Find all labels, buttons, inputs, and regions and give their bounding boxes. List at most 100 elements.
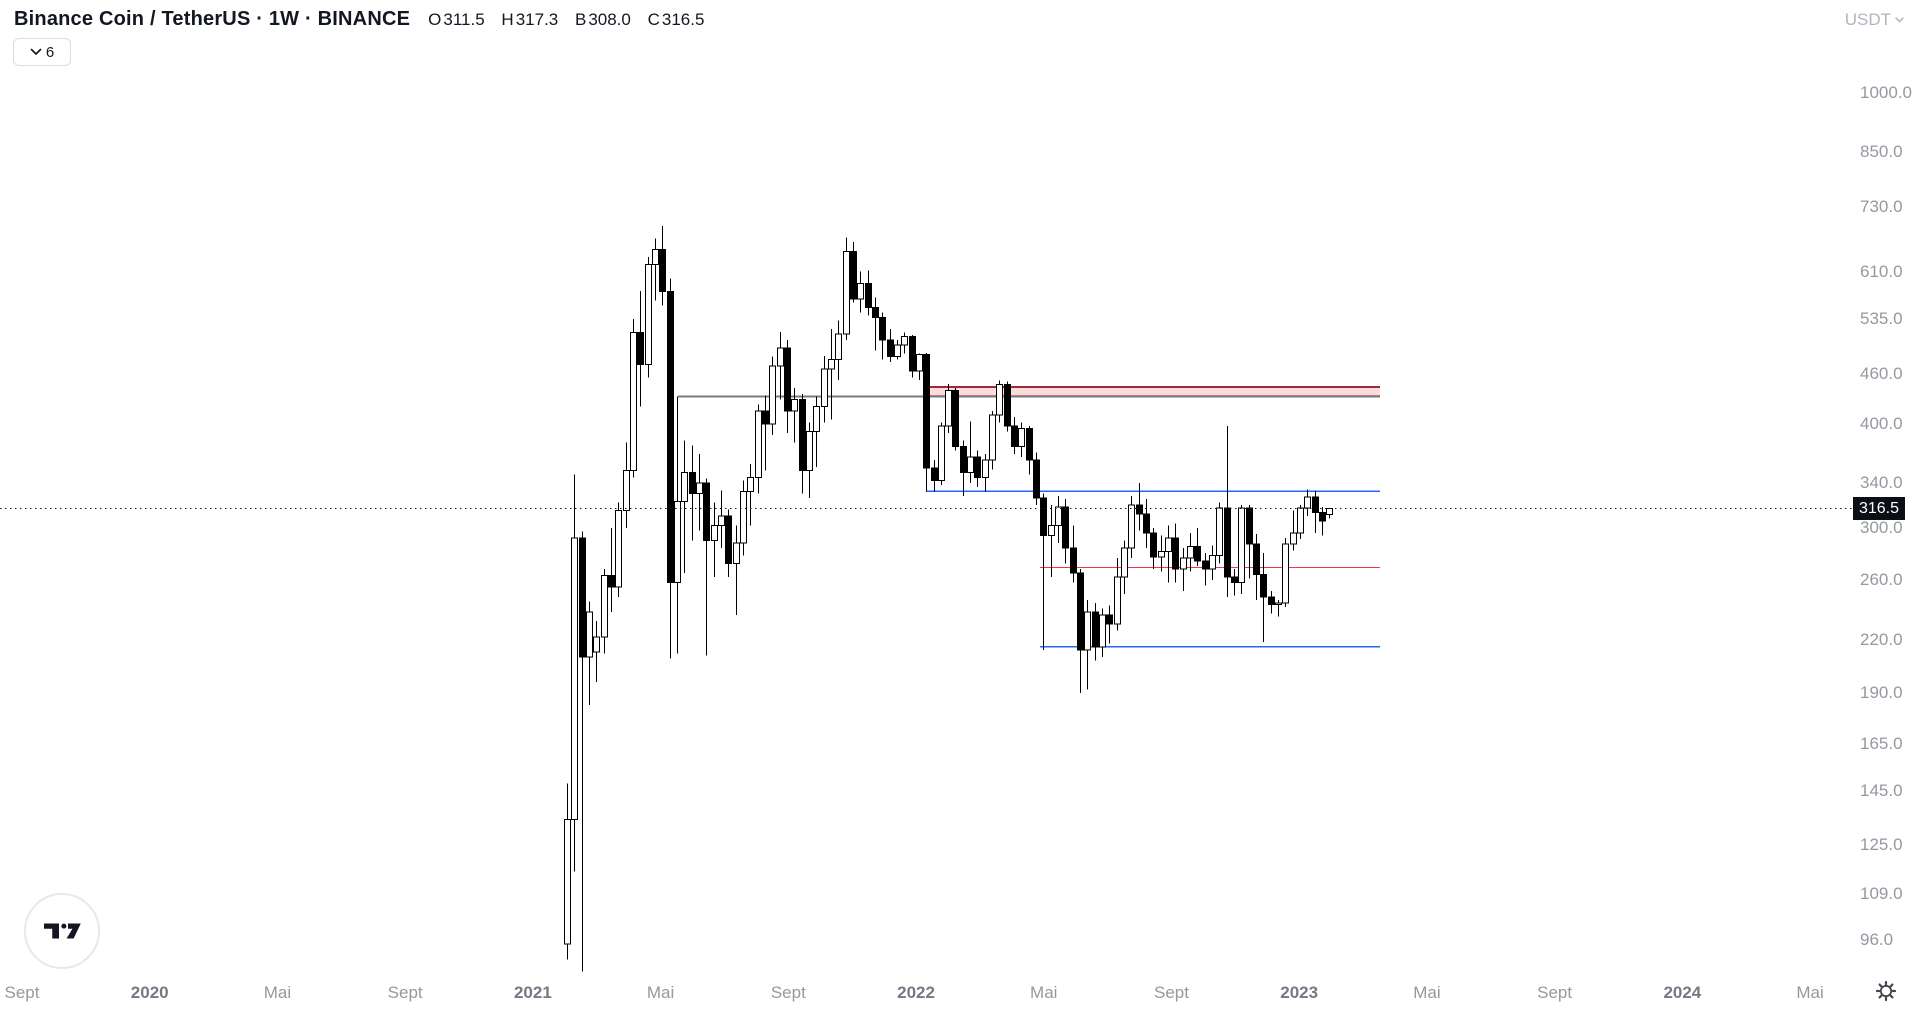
candle-body bbox=[1194, 546, 1201, 562]
price-tick-label: 260.0 bbox=[1860, 569, 1903, 589]
drawings-collapse-button[interactable]: 6 bbox=[13, 38, 71, 66]
tradingview-logo[interactable] bbox=[24, 893, 100, 969]
candle-body bbox=[608, 575, 615, 588]
candle-body bbox=[1180, 557, 1187, 570]
candle-body bbox=[659, 249, 666, 293]
candle-body bbox=[1150, 532, 1157, 558]
candle-body bbox=[1158, 551, 1165, 558]
price-tick-label: 220.0 bbox=[1860, 630, 1903, 650]
price-tick-label: 535.0 bbox=[1860, 308, 1903, 328]
ohlc-open: O 311.5 bbox=[428, 10, 485, 29]
candle-body bbox=[1033, 459, 1040, 499]
candle-body bbox=[696, 482, 703, 495]
candle-body bbox=[1290, 532, 1297, 545]
candle-body bbox=[901, 335, 908, 346]
candle-body bbox=[1172, 537, 1179, 570]
gear-icon[interactable] bbox=[1874, 979, 1898, 1003]
candle-body bbox=[1084, 611, 1091, 651]
supply-zone[interactable] bbox=[923, 387, 1380, 397]
candle-body bbox=[791, 399, 798, 412]
price-tick-label: 125.0 bbox=[1860, 834, 1903, 854]
candle-body bbox=[718, 515, 725, 527]
candle-body bbox=[1018, 428, 1025, 447]
candle-body bbox=[1004, 384, 1011, 427]
price-axis[interactable]: 1000.0 850.0 730.0 610.0 535.0 460.0 400.0 340.… bbox=[1852, 0, 1920, 975]
candle-body bbox=[689, 471, 696, 495]
candle-body bbox=[1282, 543, 1289, 604]
ohlc-low: B 308.0 bbox=[574, 10, 631, 29]
candle-body bbox=[996, 384, 1003, 416]
price-tick-label: 400.0 bbox=[1860, 414, 1903, 434]
candle-body bbox=[835, 333, 842, 361]
candle-body bbox=[1304, 496, 1311, 509]
candle-body bbox=[916, 353, 923, 372]
candle-body bbox=[1312, 496, 1319, 514]
price-tick-label: 340.0 bbox=[1860, 472, 1903, 492]
tradingview-logo-glyph bbox=[44, 923, 81, 939]
candle-body bbox=[1209, 555, 1216, 570]
time-axis-month-label: Sept bbox=[1537, 983, 1573, 1002]
candle-body bbox=[894, 344, 901, 358]
candle-body bbox=[645, 263, 652, 365]
candlestick-chart[interactable] bbox=[0, 0, 1852, 975]
candle-body bbox=[601, 575, 608, 638]
time-axis-month-label: Mai bbox=[263, 983, 292, 1002]
chart-header: Binance Coin / TetherUS · 1W · BINANCE O… bbox=[14, 8, 716, 31]
candle-body bbox=[857, 283, 864, 300]
candle-body bbox=[813, 405, 820, 432]
candle-body bbox=[1187, 546, 1194, 559]
drawings-count-label: 6 bbox=[45, 43, 55, 61]
candle-body bbox=[1114, 576, 1121, 625]
time-axis-year-label: 2020 bbox=[130, 983, 169, 1002]
candle-body bbox=[637, 332, 644, 365]
time-axis-month-label: Mai bbox=[1796, 983, 1824, 1002]
candle-body bbox=[1077, 572, 1084, 651]
candle-body bbox=[1040, 497, 1047, 536]
price-tick-label: 460.0 bbox=[1860, 363, 1903, 383]
candle-body bbox=[1253, 543, 1260, 575]
time-axis[interactable]: Sept 2020 Mai Sept 2021 Mai Sept 2022 Mai Sept 202… bbox=[0, 975, 1852, 1009]
price-tick-label: 165.0 bbox=[1860, 734, 1903, 754]
candle-body bbox=[1268, 596, 1275, 605]
candle-body bbox=[1275, 602, 1282, 605]
candle-body bbox=[674, 500, 681, 584]
price-tick-label: 109.0 bbox=[1860, 884, 1903, 904]
currency-label: USDT bbox=[1844, 10, 1891, 29]
time-axis-month-label: Mai bbox=[646, 983, 675, 1002]
time-axis-month-label: Sept bbox=[4, 983, 40, 1002]
currency-selector[interactable]: USDT bbox=[1845, 10, 1904, 30]
candle-body bbox=[952, 389, 959, 447]
candle-body bbox=[923, 353, 930, 469]
candle-body bbox=[579, 537, 586, 658]
candle-body bbox=[850, 250, 857, 300]
candle-body bbox=[1165, 537, 1172, 553]
candle-body bbox=[1202, 560, 1209, 570]
price-tick-label: 850.0 bbox=[1860, 141, 1903, 161]
candle-body bbox=[1216, 507, 1223, 557]
candle-body bbox=[806, 430, 813, 471]
candle-body bbox=[1092, 611, 1099, 648]
candle-body bbox=[821, 368, 828, 407]
candle-body bbox=[630, 332, 637, 471]
ohlc-close: C 316.5 bbox=[647, 10, 705, 29]
time-axis-year-label: 2022 bbox=[897, 983, 935, 1002]
candle-body bbox=[799, 399, 806, 471]
candle-body bbox=[586, 611, 593, 658]
candle-body bbox=[652, 249, 659, 265]
candle-body bbox=[887, 339, 894, 358]
candle-body bbox=[843, 250, 850, 335]
candle-body bbox=[1326, 508, 1333, 515]
candle-body bbox=[1055, 506, 1062, 527]
candle-body bbox=[865, 283, 872, 309]
price-tick-label: 145.0 bbox=[1860, 780, 1903, 800]
candle-body bbox=[960, 445, 967, 473]
ohlc-high: H 317.3 bbox=[501, 10, 559, 29]
candle-body bbox=[725, 515, 732, 565]
ohlc-values: O 311.5 H 317.3 B 308.0 C 316.5 bbox=[428, 10, 716, 30]
candle-body bbox=[1246, 507, 1253, 545]
price-tick-label: 96.0 bbox=[1860, 929, 1894, 949]
candle-body bbox=[667, 291, 674, 584]
chevron-down-icon bbox=[1895, 17, 1904, 23]
price-tick-label: 190.0 bbox=[1860, 683, 1903, 703]
time-axis-year-label: 2024 bbox=[1663, 983, 1702, 1002]
